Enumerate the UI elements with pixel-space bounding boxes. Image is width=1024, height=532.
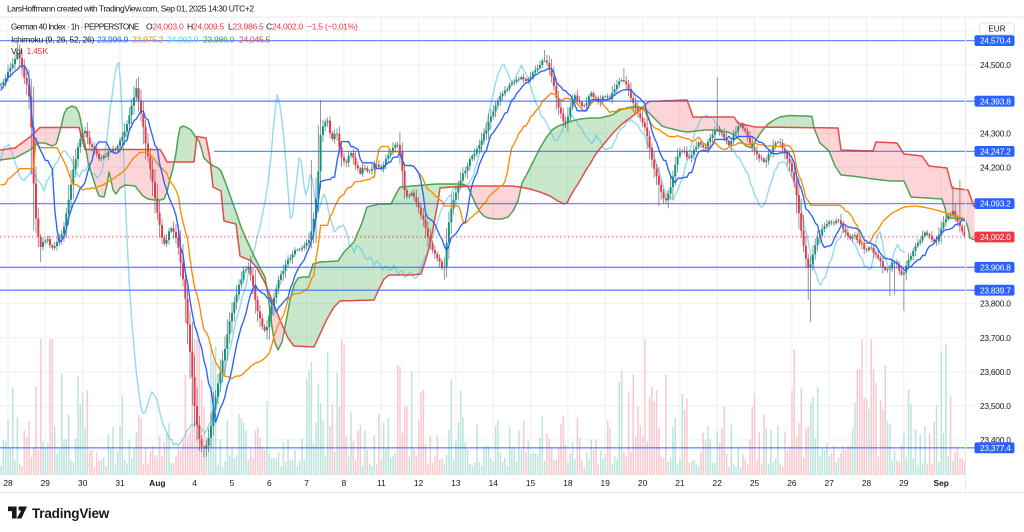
svg-text:29: 29 — [899, 478, 909, 488]
svg-text:LarsHoffmann created with Trad: LarsHoffmann created with TradingView.co… — [7, 3, 254, 13]
svg-text:Sep: Sep — [934, 478, 949, 488]
svg-text:24,200.0: 24,200.0 — [980, 162, 1011, 172]
svg-text:24,093.2: 24,093.2 — [980, 199, 1011, 209]
svg-text:15: 15 — [526, 478, 536, 488]
svg-text:28: 28 — [3, 478, 13, 488]
svg-text:4: 4 — [192, 478, 197, 488]
svg-text:−1.5 (−0.01%): −1.5 (−0.01%) — [307, 21, 358, 31]
svg-text:25: 25 — [750, 478, 760, 488]
svg-text:31: 31 — [115, 478, 125, 488]
svg-text:23,975.2: 23,975.2 — [132, 35, 164, 45]
svg-text:23,400.0: 23,400.0 — [980, 435, 1011, 445]
svg-text:Aug: Aug — [149, 478, 165, 488]
svg-text:23,600.0: 23,600.0 — [980, 367, 1011, 377]
svg-text:23,800.0: 23,800.0 — [980, 299, 1011, 309]
svg-text:11: 11 — [377, 478, 386, 488]
svg-text:O24,003.0: O24,003.0 — [146, 21, 184, 31]
svg-text:TradingView: TradingView — [32, 506, 110, 521]
svg-text:26: 26 — [787, 478, 797, 488]
svg-text:12: 12 — [414, 478, 424, 488]
svg-text:24,500.0: 24,500.0 — [980, 60, 1011, 70]
svg-text:13: 13 — [451, 478, 461, 488]
svg-text:L23,986.5: L23,986.5 — [228, 21, 264, 31]
svg-text:24,570.4: 24,570.4 — [980, 36, 1011, 46]
svg-text:23,906.8: 23,906.8 — [980, 262, 1011, 272]
svg-text:23,377.4: 23,377.4 — [980, 443, 1011, 453]
svg-text:27: 27 — [825, 478, 835, 488]
svg-text:29: 29 — [41, 478, 51, 488]
svg-text:23,996.9: 23,996.9 — [97, 35, 129, 45]
svg-text:24,247.2: 24,247.2 — [980, 147, 1011, 157]
svg-text:Ichimoku (9, 26, 52, 26): Ichimoku (9, 26, 52, 26) — [11, 35, 95, 45]
svg-text:19: 19 — [601, 478, 611, 488]
svg-text:German 40 Index · 1h · PEPPERS: German 40 Index · 1h · PEPPERSTONE — [11, 22, 140, 31]
svg-text:24,045.5: 24,045.5 — [239, 35, 271, 45]
svg-text:C24,002.0: C24,002.0 — [266, 21, 303, 31]
svg-text:1.45 K: 1.45 K — [27, 46, 49, 56]
svg-text:H24,009.5: H24,009.5 — [187, 21, 224, 31]
svg-text:30: 30 — [78, 478, 88, 488]
svg-text:24,002.0: 24,002.0 — [167, 35, 199, 45]
svg-text:8: 8 — [342, 478, 347, 488]
svg-text:28: 28 — [862, 478, 872, 488]
svg-text:6: 6 — [267, 478, 272, 488]
svg-text:22: 22 — [713, 478, 723, 488]
svg-text:21: 21 — [675, 478, 685, 488]
svg-text:23,986.0: 23,986.0 — [203, 35, 235, 45]
svg-text:24,393.8: 24,393.8 — [980, 96, 1011, 106]
svg-text:23,700.0: 23,700.0 — [980, 333, 1011, 343]
svg-text:24,002.0: 24,002.0 — [980, 232, 1011, 242]
svg-text:5: 5 — [230, 478, 235, 488]
svg-text:18: 18 — [563, 478, 573, 488]
svg-text:24,300.0: 24,300.0 — [980, 128, 1011, 138]
svg-text:23,500.0: 23,500.0 — [980, 401, 1011, 411]
svg-text:23,839.7: 23,839.7 — [980, 285, 1011, 295]
svg-text:Vol: Vol — [11, 46, 22, 56]
svg-text:14: 14 — [489, 478, 499, 488]
svg-text:7: 7 — [304, 478, 309, 488]
svg-text:20: 20 — [638, 478, 648, 488]
svg-text:EUR: EUR — [988, 25, 1005, 34]
